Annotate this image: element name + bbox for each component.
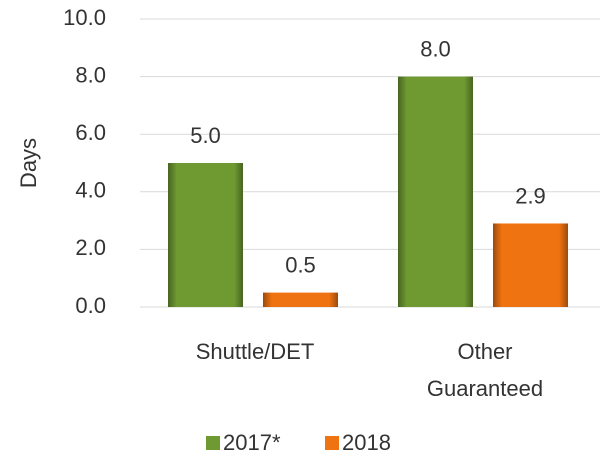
data-label: 0.5 — [285, 252, 316, 277]
bar-bevel — [493, 223, 568, 307]
y-tick-label: 10.0 — [63, 5, 106, 30]
y-axis-label: Days — [16, 138, 41, 188]
legend-swatch — [325, 436, 339, 450]
y-tick-label: 4.0 — [75, 178, 106, 203]
data-label: 2.9 — [515, 183, 546, 208]
legend-label: 2017* — [223, 430, 281, 455]
legend-swatch — [206, 436, 220, 450]
y-tick-label: 0.0 — [75, 293, 106, 318]
legend-label: 2018 — [342, 430, 391, 455]
bar-bevel — [168, 163, 243, 307]
y-tick-label: 8.0 — [75, 62, 106, 87]
bar-bevel — [398, 76, 473, 307]
y-tick-label: 6.0 — [75, 120, 106, 145]
data-label: 8.0 — [420, 36, 451, 61]
data-label: 5.0 — [190, 123, 221, 148]
y-tick-label: 2.0 — [75, 235, 106, 260]
bar-bevel — [263, 292, 338, 307]
x-tick-label: Shuttle/DET — [195, 339, 315, 364]
x-tick-label: Other Guaranteed — [426, 339, 544, 401]
